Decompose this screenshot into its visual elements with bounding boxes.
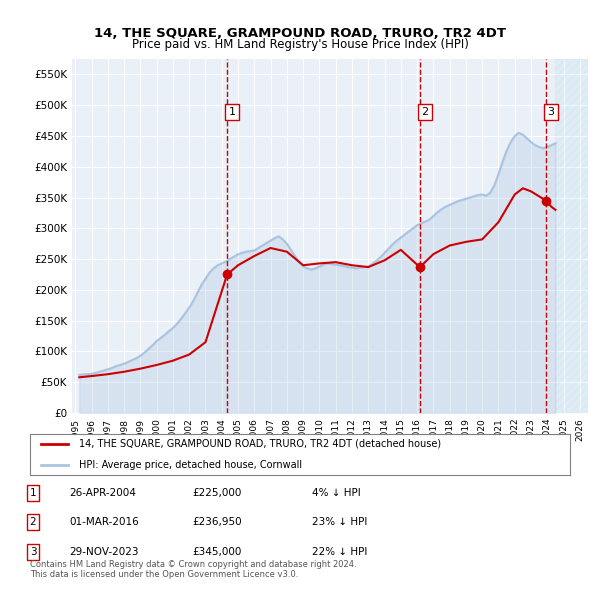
Text: 2: 2 — [421, 107, 428, 117]
Text: 2: 2 — [29, 517, 37, 527]
Text: 1: 1 — [29, 488, 37, 497]
Text: £225,000: £225,000 — [192, 488, 241, 497]
Text: £236,950: £236,950 — [192, 517, 242, 527]
Text: 14, THE SQUARE, GRAMPOUND ROAD, TRURO, TR2 4DT: 14, THE SQUARE, GRAMPOUND ROAD, TRURO, T… — [94, 27, 506, 40]
Text: Price paid vs. HM Land Registry's House Price Index (HPI): Price paid vs. HM Land Registry's House … — [131, 38, 469, 51]
Text: 01-MAR-2016: 01-MAR-2016 — [69, 517, 139, 527]
Text: 3: 3 — [548, 107, 554, 117]
Text: 29-NOV-2023: 29-NOV-2023 — [69, 547, 139, 556]
Text: 14, THE SQUARE, GRAMPOUND ROAD, TRURO, TR2 4DT (detached house): 14, THE SQUARE, GRAMPOUND ROAD, TRURO, T… — [79, 439, 441, 449]
Bar — [556, 59, 588, 413]
Text: HPI: Average price, detached house, Cornwall: HPI: Average price, detached house, Corn… — [79, 460, 302, 470]
Text: 26-APR-2004: 26-APR-2004 — [69, 488, 136, 497]
Text: Contains HM Land Registry data © Crown copyright and database right 2024.
This d: Contains HM Land Registry data © Crown c… — [30, 560, 356, 579]
Text: 22% ↓ HPI: 22% ↓ HPI — [312, 547, 367, 556]
Text: 23% ↓ HPI: 23% ↓ HPI — [312, 517, 367, 527]
Text: £345,000: £345,000 — [192, 547, 241, 556]
Text: 3: 3 — [29, 547, 37, 556]
Text: 4% ↓ HPI: 4% ↓ HPI — [312, 488, 361, 497]
Text: 1: 1 — [229, 107, 236, 117]
